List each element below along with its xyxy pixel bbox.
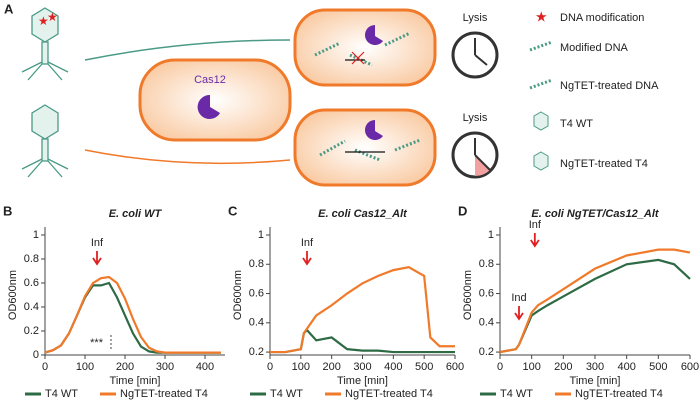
chart-title: E. coli WT — [109, 208, 163, 220]
y-tick-label: 0 — [33, 349, 39, 361]
cas12-icon — [364, 120, 383, 140]
annotation: Inf — [529, 219, 542, 231]
x-tick-label: 0 — [42, 361, 48, 373]
y-tick-label: 1 — [258, 229, 264, 241]
phage-icon — [533, 151, 549, 171]
y-tick-label: 1 — [488, 229, 494, 241]
dna-icon — [529, 40, 553, 90]
annotation: *** — [90, 337, 104, 349]
y-tick-label: 0.4 — [479, 317, 494, 329]
x-tick-label: 200 — [116, 361, 134, 373]
annotation-arrow — [302, 251, 312, 266]
chart-title: E. coli NgTET/Cas12_Alt — [531, 208, 659, 220]
x-tick-label: 400 — [384, 361, 402, 373]
x-tick-label: 100 — [292, 361, 310, 373]
y-tick-label: 1 — [33, 229, 39, 241]
series-line — [499, 258, 691, 354]
clock-hands — [474, 38, 488, 66]
legend-label: T4 WT — [500, 388, 533, 400]
annotation-arrow — [530, 233, 540, 248]
legend-label: NgTET-treated DNA — [560, 80, 659, 92]
y-axis-label: OD600nm — [462, 270, 474, 320]
star-icon: ★ — [47, 10, 58, 24]
x-axis-label: Time [min] — [110, 375, 161, 387]
arrow — [84, 39, 291, 61]
legend-label: NgTET-treated T4 — [120, 388, 208, 400]
annotation-arrow — [514, 306, 524, 321]
y-tick-label: 0.8 — [479, 258, 494, 270]
x-axis-label: Time [min] — [570, 375, 621, 387]
x-tick-label: 400 — [196, 361, 214, 373]
y-tick-label: 0.6 — [479, 287, 494, 299]
clock-hands — [474, 138, 491, 171]
x-tick-label: 400 — [617, 361, 635, 373]
x-tick-label: 300 — [156, 361, 174, 373]
cell — [293, 8, 437, 87]
series-line — [499, 248, 691, 354]
cas12-icon — [365, 25, 383, 45]
x-tick-label: 600 — [681, 361, 699, 373]
lysis-label: Lysis — [463, 12, 488, 24]
y-tick-label: 0.4 — [249, 317, 264, 329]
phage-icon — [533, 111, 549, 131]
legend-label: T4 WT — [560, 118, 593, 130]
x-tick-label: 600 — [446, 361, 464, 373]
arrow — [345, 59, 385, 153]
x-axis-label: Time [min] — [337, 375, 388, 387]
annotation-arrow — [92, 251, 102, 266]
y-tick-label: 0.4 — [24, 301, 39, 313]
legend-label: T4 WT — [45, 388, 78, 400]
x-tick-label: 500 — [649, 361, 667, 373]
x-tick-label: 0 — [267, 361, 273, 373]
star-icon: ★ — [38, 14, 49, 28]
x-tick-label: 100 — [522, 361, 540, 373]
schematic: A ★ ★ Cas12 Lysis Lysis ★ — [4, 1, 659, 187]
x-tick-label: 0 — [497, 361, 503, 373]
lysis-label: Lysis — [463, 112, 488, 124]
legend-label: NgTET-treated T4 — [575, 388, 663, 400]
annotation: Inf — [301, 237, 314, 249]
cell — [293, 108, 437, 187]
annotation: Ind — [511, 292, 526, 304]
x-tick-label: 200 — [554, 361, 572, 373]
y-tick-label: 0.8 — [249, 258, 264, 270]
series-line — [44, 275, 221, 354]
panel-label: B — [3, 203, 12, 218]
y-tick-label: 0.6 — [24, 277, 39, 289]
clock-sector — [475, 155, 490, 177]
panel-label: D — [458, 203, 467, 218]
y-tick-label: 0.2 — [479, 346, 494, 358]
legend: ★ DNA modification Modified DNA NgTET-tr… — [529, 9, 659, 171]
cell — [138, 58, 292, 142]
y-tick-label: 0.2 — [249, 346, 264, 358]
legend-label: NgTET-treated T4 — [560, 158, 648, 170]
x-tick-label: 300 — [353, 361, 371, 373]
panel-label: A — [4, 1, 14, 16]
cross — [351, 51, 365, 65]
cas12-icon — [197, 94, 220, 119]
y-tick-label: 0.6 — [249, 287, 264, 299]
legend-label: DNA modification — [560, 12, 644, 24]
annotation: Inf — [91, 237, 104, 249]
phage-icon — [21, 7, 69, 178]
y-axis-label: OD600nm — [7, 270, 19, 320]
series-line — [270, 266, 455, 354]
x-tick-label: 500 — [415, 361, 433, 373]
y-tick-label: 0.8 — [24, 253, 39, 265]
chart-title: E. coli Cas12_Alt — [318, 208, 408, 220]
star-icon: ★ — [535, 9, 548, 25]
legend-label: Modified DNA — [560, 42, 629, 54]
arrow — [84, 149, 291, 165]
cas12-label: Cas12 — [194, 74, 226, 86]
x-tick-label: 300 — [586, 361, 604, 373]
legend-label: NgTET-treated T4 — [345, 388, 433, 400]
y-axis-label: OD600nm — [232, 270, 244, 320]
y-tick-label: 0.2 — [24, 325, 39, 337]
panel-label: C — [228, 203, 238, 218]
x-tick-label: 100 — [76, 361, 94, 373]
legend-label: T4 WT — [270, 388, 303, 400]
x-tick-label: 200 — [322, 361, 340, 373]
